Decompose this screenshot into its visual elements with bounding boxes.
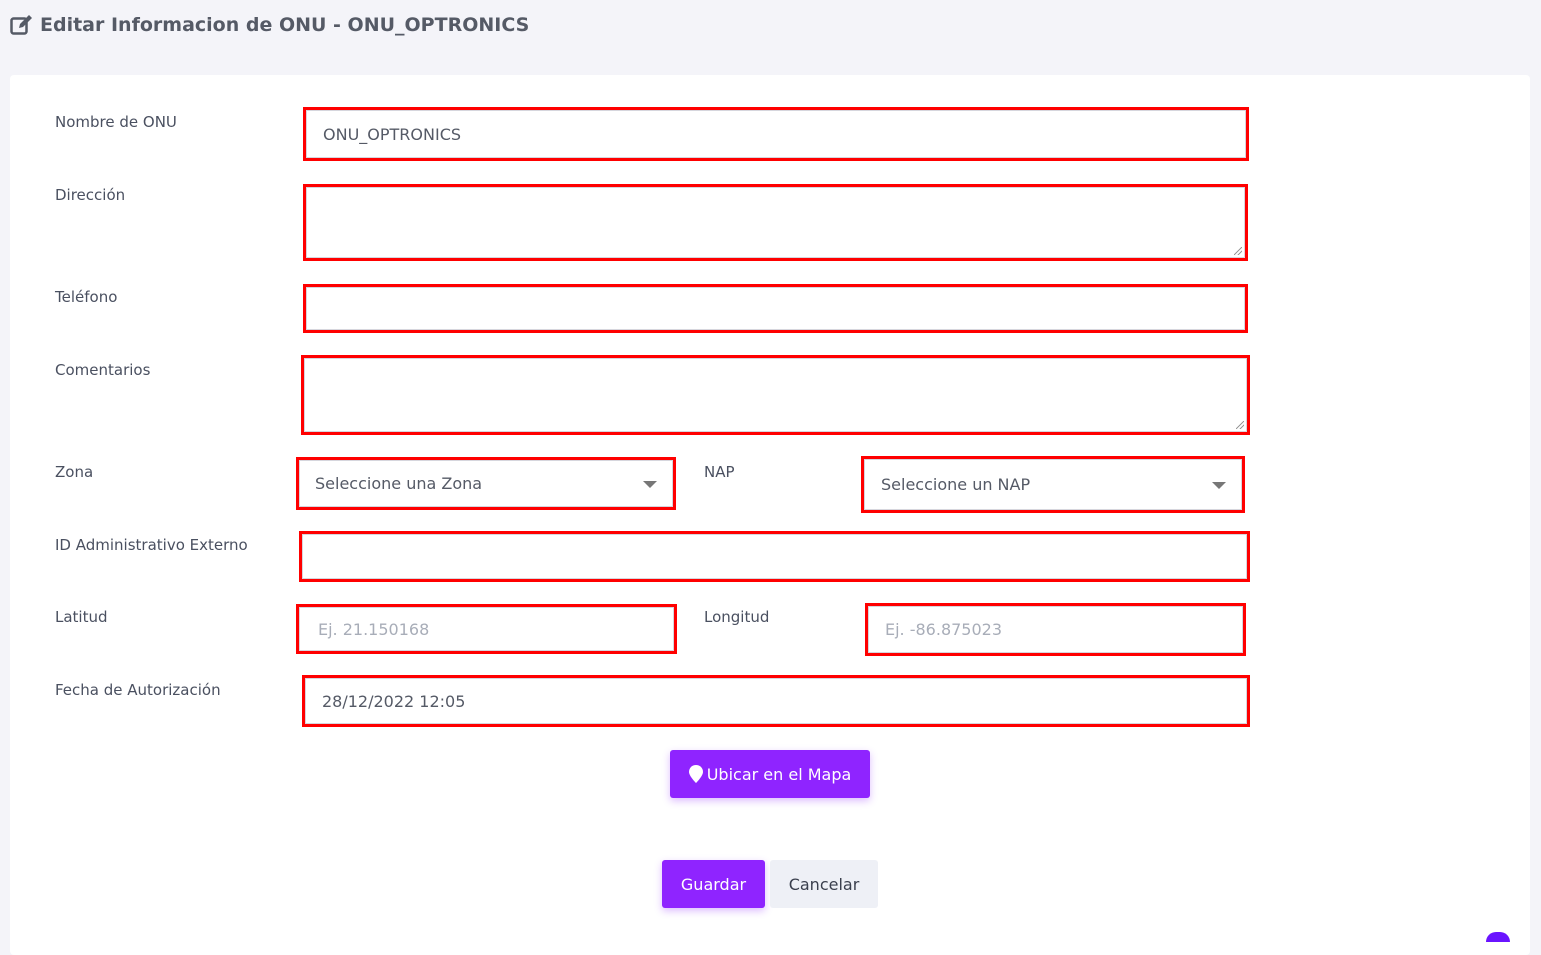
latitud-label: Latitud [55, 608, 108, 626]
resize-handle[interactable] [1236, 421, 1244, 429]
latitud-input[interactable]: Ej. 21.150168 [296, 604, 677, 654]
chevron-down-icon [1212, 481, 1226, 489]
nap-selected: Seleccione un NAP [881, 475, 1031, 494]
nombre-value: ONU_OPTRONICS [323, 124, 462, 144]
zona-selected: Seleccione una Zona [315, 474, 483, 493]
page-title-text: Editar Informacion de ONU - ONU_OPTRONIC… [40, 14, 530, 36]
direccion-label: Dirección [55, 186, 126, 204]
comentarios-textarea[interactable] [301, 355, 1250, 435]
id-externo-label: ID Administrativo Externo [55, 536, 248, 554]
zona-select[interactable]: Seleccione una Zona [296, 457, 676, 510]
fecha-value: 28/12/2022 12:05 [322, 691, 466, 711]
latitud-placeholder: Ej. 21.150168 [318, 619, 430, 639]
direccion-textarea[interactable] [303, 184, 1248, 261]
map-button[interactable]: Ubicar en el Mapa [670, 750, 870, 798]
resize-handle[interactable] [1234, 247, 1242, 255]
page-title: Editar Informacion de ONU - ONU_OPTRONIC… [10, 14, 529, 36]
telefono-input[interactable] [303, 284, 1248, 333]
nombre-label: Nombre de ONU [55, 113, 177, 131]
id-externo-input[interactable] [299, 531, 1250, 582]
longitud-label: Longitud [704, 608, 770, 626]
zona-label: Zona [55, 463, 94, 481]
nombre-input[interactable]: ONU_OPTRONICS [303, 107, 1249, 161]
cancel-button[interactable]: Cancelar [770, 860, 878, 908]
nap-select[interactable]: Seleccione un NAP [861, 456, 1245, 513]
save-button[interactable]: Guardar [662, 860, 765, 908]
chevron-down-icon [643, 480, 657, 488]
comentarios-label: Comentarios [55, 361, 151, 379]
longitud-placeholder: Ej. -86.875023 [885, 620, 1003, 639]
map-marker-icon [688, 765, 703, 783]
nap-label: NAP [704, 463, 735, 481]
fecha-input[interactable]: 28/12/2022 12:05 [302, 675, 1250, 727]
floating-action-button[interactable] [1486, 932, 1510, 942]
map-button-label: Ubicar en el Mapa [706, 764, 852, 784]
edit-icon [10, 15, 32, 35]
fecha-label: Fecha de Autorización [55, 681, 221, 699]
longitud-input[interactable]: Ej. -86.875023 [865, 603, 1246, 656]
telefono-label: Teléfono [55, 288, 118, 306]
